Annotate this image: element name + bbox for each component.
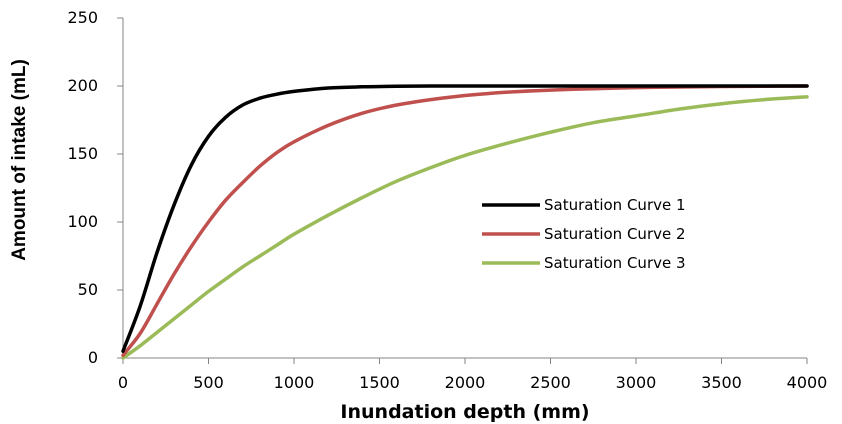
axes [122,18,807,359]
y-tick-label: 150 [67,144,98,163]
x-tick-label: 0 [118,373,128,392]
x-axis-title: Inundation depth (mm) [340,401,589,423]
x-tick-label: 1500 [359,373,400,392]
legend-label-1: Saturation Curve 1 [544,196,686,214]
x-tick-label: 3000 [616,373,657,392]
series-lines [121,84,809,360]
y-tick-label: 250 [67,8,98,27]
x-ticks: 0 500 1000 1500 2000 2500 3000 3500 4000 [118,358,827,392]
legend-label-2: Saturation Curve 2 [544,225,686,243]
series-line-3 [121,95,809,360]
y-tick-label: 0 [88,348,98,367]
y-axis-title: Amount of intake (mL) [9,59,30,261]
x-tick-label: 2000 [445,373,486,392]
y-tick-label: 200 [67,76,98,95]
series-line-1 [121,84,809,353]
x-tick-label: 500 [193,373,224,392]
y-tick-label: 50 [78,280,98,299]
legend-label-3: Saturation Curve 3 [544,254,686,272]
y-ticks: 0 50 100 150 200 250 [67,8,123,367]
x-tick-label: 4000 [787,373,828,392]
series-line-2 [121,84,809,358]
x-tick-label: 1000 [274,373,315,392]
x-tick-label: 2500 [530,373,571,392]
x-tick-label: 3500 [701,373,742,392]
legend: Saturation Curve 1 Saturation Curve 2 Satu… [482,196,686,272]
y-tick-label: 100 [67,212,98,231]
